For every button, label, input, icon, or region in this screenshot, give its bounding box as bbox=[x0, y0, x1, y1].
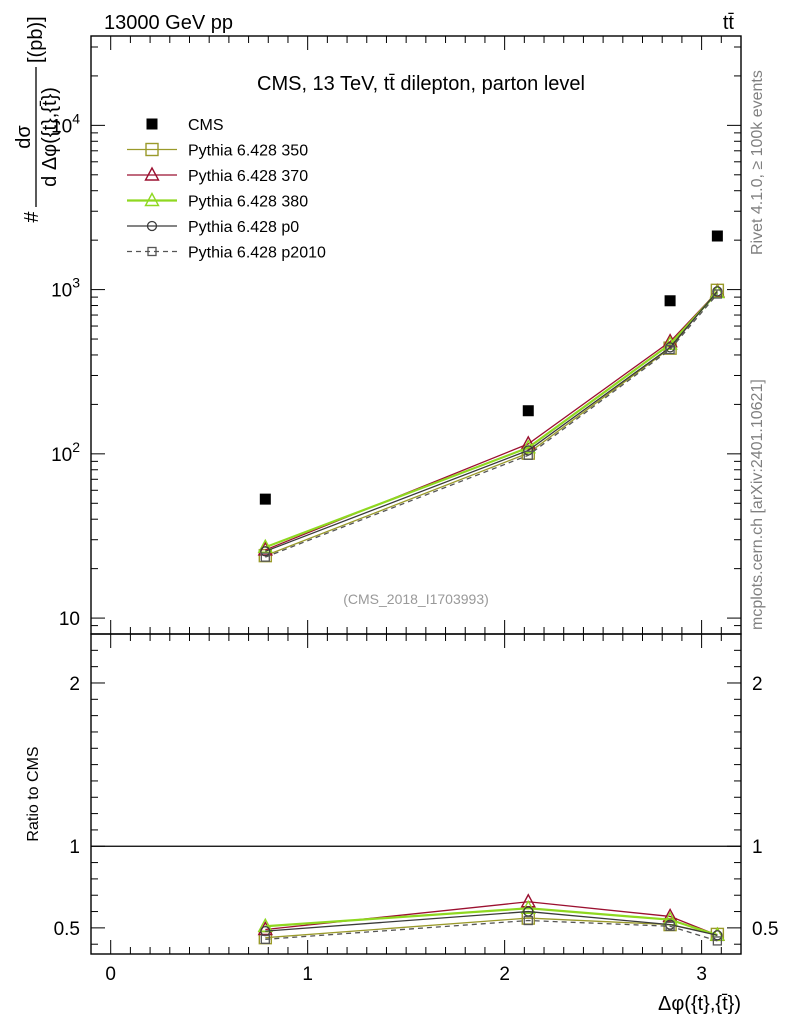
ratio-y-tick-label-right: 2 bbox=[752, 674, 763, 695]
header-process: 13000 GeV pp bbox=[104, 12, 233, 34]
x-tick-label: 2 bbox=[499, 964, 510, 985]
data-point bbox=[665, 344, 675, 355]
y-tick-label-exponent: 4 bbox=[72, 110, 80, 126]
legend-label: Pythia 6.428 350 bbox=[188, 143, 308, 160]
main-x-ticks bbox=[110, 36, 742, 634]
y-label-denominator: d Δφ({t},{t̄}) bbox=[39, 87, 61, 187]
mcplots-label: mcplots.cern.ch [arXiv:2401.10621] bbox=[749, 379, 766, 630]
legend-label: CMS bbox=[188, 117, 224, 134]
x-tick-label: 1 bbox=[302, 964, 313, 985]
data-point bbox=[712, 930, 723, 941]
legend-marker bbox=[145, 142, 159, 157]
series-2 bbox=[257, 283, 726, 556]
legend-entry: Pythia 6.428 350 bbox=[127, 143, 308, 160]
data-point bbox=[260, 934, 270, 944]
series-0 bbox=[258, 911, 725, 945]
legend-label: Pythia 6.428 p2010 bbox=[188, 245, 326, 262]
legend-entry: Pythia 6.428 p0 bbox=[127, 219, 299, 236]
legend-label: Pythia 6.428 p0 bbox=[188, 219, 299, 236]
ratio-series-layer bbox=[257, 893, 726, 946]
y-tick-label-exponent: 3 bbox=[72, 275, 80, 291]
series-line bbox=[265, 919, 718, 942]
y-label-unit: [(pb)] bbox=[25, 16, 47, 63]
ratio-y-tick-label-left: 2 bbox=[69, 674, 80, 695]
main-series-layer bbox=[257, 230, 726, 563]
ratio-y-ticks: 0.5 0.5 1 1 2 2 bbox=[54, 649, 778, 945]
data-point bbox=[260, 552, 270, 562]
main-title: CMS, 13 TeV, tt̄ dilepton, parton level bbox=[257, 73, 585, 95]
data-point bbox=[712, 936, 723, 946]
ratio-y-tick-label-right: 1 bbox=[752, 837, 763, 858]
data-point bbox=[712, 289, 723, 299]
series-line bbox=[265, 901, 718, 936]
y-label-numerator: dσ bbox=[13, 125, 35, 149]
data-point bbox=[259, 493, 271, 505]
data-point bbox=[257, 538, 273, 553]
legend-marker bbox=[146, 118, 158, 130]
legend-label: Pythia 6.428 370 bbox=[188, 168, 308, 185]
y-tick-label-exponent: 2 bbox=[72, 439, 80, 455]
series-line bbox=[265, 290, 718, 552]
series-line bbox=[265, 293, 718, 558]
y-tick-label: 103 bbox=[51, 275, 80, 302]
main-y-axis-label: # dσ d Δφ({t},{t̄}) [(pb)] bbox=[13, 16, 61, 222]
ratio-panel: 0.5 0.5 1 1 2 2 0 1 2 3 Ratio to CMS Δφ({t},{t̄}… bbox=[25, 633, 778, 1015]
data-point bbox=[665, 921, 675, 931]
series-line bbox=[264, 291, 719, 549]
ratio-y-tick-label-right: 0.5 bbox=[752, 919, 778, 940]
series-4 bbox=[260, 286, 723, 557]
legend-marker bbox=[144, 192, 160, 207]
data-point bbox=[257, 917, 273, 932]
series-line bbox=[265, 907, 718, 937]
data-point bbox=[711, 230, 723, 242]
series-3 bbox=[257, 284, 726, 553]
legend-entry: Pythia 6.428 380 bbox=[127, 192, 308, 211]
x-axis-label: Δφ({t},{t̄}) bbox=[658, 993, 741, 1015]
data-point bbox=[520, 435, 536, 450]
series-line bbox=[265, 289, 718, 557]
legend-entry: CMS bbox=[146, 117, 224, 134]
y-tick-label: 10 bbox=[59, 609, 80, 630]
watermark: (CMS_2018_I1703993) bbox=[343, 591, 489, 607]
series-4 bbox=[260, 915, 723, 946]
ratio-frame bbox=[90, 633, 742, 955]
legend-entry: Pythia 6.428 370 bbox=[127, 166, 308, 185]
y-label-prefix: # bbox=[21, 211, 43, 223]
x-tick-label: 3 bbox=[696, 964, 707, 985]
series-line bbox=[265, 910, 718, 936]
legend-marker bbox=[146, 220, 158, 232]
series-line bbox=[265, 291, 718, 551]
legend: CMS Pythia 6.428 350 Pythia 6.428 370 Pythi… bbox=[127, 117, 326, 262]
data-point bbox=[520, 899, 536, 914]
ratio-y-label: Ratio to CMS bbox=[25, 746, 42, 841]
data-point bbox=[662, 907, 678, 923]
data-point bbox=[260, 546, 271, 557]
ratio-y-tick-label-left: 0.5 bbox=[54, 919, 80, 940]
data-point bbox=[523, 915, 533, 926]
data-point bbox=[257, 541, 273, 556]
legend-label: Pythia 6.428 380 bbox=[188, 194, 308, 211]
legend-entry: Pythia 6.428 p2010 bbox=[127, 245, 326, 262]
data-point bbox=[523, 450, 533, 460]
series-5 bbox=[260, 289, 723, 562]
data-point bbox=[522, 405, 534, 417]
legend-marker bbox=[147, 246, 157, 257]
ratio-y-tick-label-left: 1 bbox=[69, 837, 80, 858]
y-tick-label: 102 bbox=[51, 439, 80, 466]
legend-marker bbox=[144, 166, 160, 181]
series-1 bbox=[258, 283, 725, 563]
series-0 bbox=[259, 230, 723, 505]
rivet-label: Rivet 4.1.0, ≥ 100k events bbox=[749, 70, 766, 255]
header-final-state: tt̄ bbox=[723, 12, 735, 34]
data-point bbox=[664, 295, 676, 307]
x-tick-label: 0 bbox=[105, 964, 116, 985]
ratio-x-ticks: 0 1 2 3 bbox=[105, 634, 742, 985]
